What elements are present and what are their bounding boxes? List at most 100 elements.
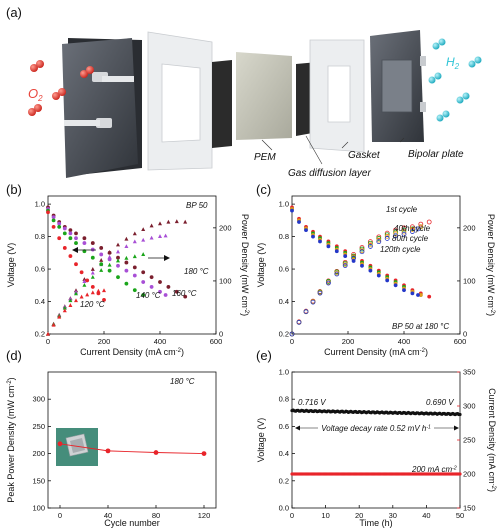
label-pem: PEM (254, 152, 276, 163)
c-power-point-s0-17 (426, 219, 432, 225)
e-xtick-label-4: 40 (422, 511, 430, 520)
c-voltage-point-s3-9 (360, 263, 364, 268)
e-voltage-point-140 (458, 412, 462, 417)
b-power-point-s2-10 (116, 258, 120, 263)
b-power-point-s3-3 (62, 308, 67, 313)
b-power-point-s0-16 (166, 219, 171, 224)
b-y2tick-label-2: 200 (219, 223, 232, 232)
b-y2tick-label-1: 100 (219, 276, 232, 285)
b-voltage-point-s1-11 (124, 268, 129, 273)
b-voltage-point-s3-8 (90, 285, 95, 289)
c-power-point-s0-15 (409, 224, 415, 230)
b-power-point-s1-15 (158, 234, 162, 238)
panel-c-y2-ticks: 0 100 200 (457, 223, 476, 339)
b-voltage-point-s2-1 (51, 218, 56, 223)
c-ytick-label-0: 0.2 (279, 330, 289, 339)
e-y2tick-label-0: 150 (463, 504, 476, 513)
e-y2tick-label-3: 300 (463, 402, 476, 411)
c-power-point-s2-10 (367, 242, 373, 248)
b-power-point-s3-9 (96, 288, 101, 293)
e-xtick-label-3: 30 (389, 511, 397, 520)
b-power-point-s1-10 (116, 249, 120, 254)
b-voltage-point-s2-8 (99, 262, 104, 267)
b-xtick-label-3: 600 (210, 337, 223, 346)
b-power-point-s0-14 (149, 223, 154, 228)
c-power-point-s0-11 (376, 234, 382, 240)
b-ytick-label-0: 0.2 (35, 330, 45, 339)
right-bipolar-plate (370, 30, 426, 142)
panel-b-annotation: BP 50 (186, 201, 208, 210)
c-power-point-s2-12 (384, 233, 390, 239)
panel-d-x-ticks: 0 40 80 120 (58, 505, 210, 520)
c-y2tick-label-1: 100 (463, 276, 476, 285)
e-xtick-label-5: 50 (456, 511, 464, 520)
left-bipolar-plate (62, 38, 142, 178)
c-power-point-s3-7 (342, 263, 348, 268)
panel-d-xlabel: Cycle number (104, 518, 160, 528)
c-power-point-s3-3 (310, 299, 316, 305)
b-voltage-point-s1-2 (57, 221, 62, 226)
hydrogen-molecules: H2 (428, 38, 482, 122)
panel-e-ylabel-left: Voltage (V) (256, 418, 266, 463)
c-power-point-s3-0 (289, 331, 295, 337)
c-y2tick-label-2: 200 (463, 223, 476, 232)
panel-e-y-ticks: 0.0 0.2 0.4 0.6 0.8 1.0 (279, 368, 295, 513)
panel-b-xlabel: Current Density (mA cm-2) (80, 347, 184, 357)
e-ytick-label-1: 0.2 (279, 476, 289, 485)
b-voltage-point-s2-4 (68, 236, 73, 241)
panel-b-ylabel-left: Voltage (V) (6, 243, 16, 288)
c-xtick-label-2: 400 (398, 337, 411, 346)
b-power-point-s2-8 (99, 268, 104, 272)
e-y2tick-label-4: 350 (463, 368, 476, 377)
panel-b-ylabel-right: Power Density (mW cm-2) (240, 214, 250, 316)
b-voltage-point-s3-10 (102, 298, 106, 302)
e-ytick-label-0: 0.0 (279, 504, 289, 513)
d-point-0 (57, 441, 63, 447)
c-voltage-point-s3-7 (343, 254, 348, 258)
b-voltage-point-s3-5 (74, 262, 78, 267)
b-voltage-point-s2-3 (62, 231, 67, 236)
b-power-point-s2-13 (141, 252, 146, 256)
c-power-point-s3-9 (359, 249, 365, 255)
b-voltage-point-s2-10 (116, 275, 120, 280)
e-ytick-label-2: 0.4 (279, 449, 289, 458)
b-voltage-point-s0-17 (174, 289, 179, 294)
b-power-point-s0-15 (158, 221, 162, 226)
panel-e: (e) 0 10 20 30 40 50 0.0 0.2 0.4 0.6 0.8 1.0 150 20… (256, 348, 497, 528)
b-voltage-point-s1-3 (62, 226, 67, 231)
b-voltage-point-s2-12 (132, 288, 137, 293)
panel-b: (b) 0 200 400 600 0.2 0.4 0.6 0.8 1.0 0 100 200 B… (6, 182, 250, 357)
b-voltage-point-s1-15 (158, 289, 162, 294)
b-ytick-label-1: 0.4 (35, 297, 45, 306)
e-decay-arrow (295, 423, 459, 433)
b-voltage-point-s2-7 (90, 255, 95, 260)
b-voltage-point-s0-13 (141, 270, 146, 275)
h2-label: H2 (446, 55, 460, 71)
b-power-point-s1-6 (82, 279, 87, 284)
c-ytick-label-4: 1.0 (279, 200, 289, 209)
b-xtick-label-1: 200 (98, 337, 111, 346)
b-power-point-s3-7 (85, 292, 90, 297)
panel-b-y2-ticks: 0 100 200 (213, 223, 232, 339)
b-voltage-point-s0-5 (74, 231, 78, 236)
d-ytick-label-1: 150 (32, 476, 45, 485)
b-power-point-s2-5 (74, 291, 78, 296)
b-y2tick-label-0: 0 (219, 330, 223, 339)
c-voltage-point-s2-16 (418, 293, 423, 297)
e-annotation-current: 200 mA cm-2 (411, 465, 457, 474)
panel-e-axes-frame (291, 371, 461, 509)
c-ytick-label-3: 0.8 (279, 232, 289, 241)
c-xtick-label-1: 200 (342, 337, 355, 346)
b-voltage-point-s0-4 (68, 228, 73, 232)
b-power-point-s2-9 (107, 262, 112, 267)
c-power-point-s3-1 (296, 319, 302, 325)
c-power-point-s3-10 (367, 244, 373, 249)
panel-a-label: (a) (6, 5, 22, 20)
oxygen-molecules: O2 (28, 60, 94, 116)
b-label-140: 140 °C (136, 291, 161, 300)
b-voltage-point-s2-2 (57, 224, 62, 229)
c-voltage-point-s3-15 (410, 291, 415, 296)
c-power-point-s3-6 (334, 271, 340, 277)
b-voltage-point-s1-7 (90, 247, 95, 252)
